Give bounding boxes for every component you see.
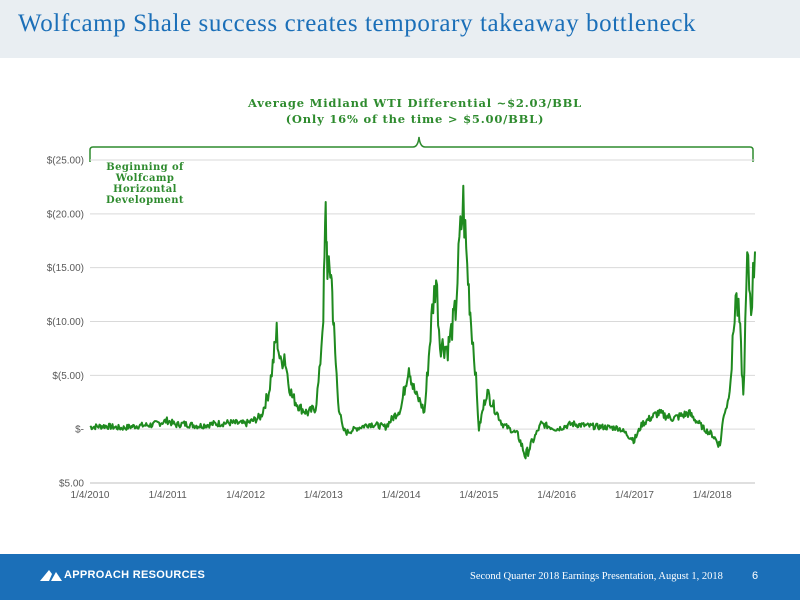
annotation-bracket <box>89 136 754 162</box>
y-tick-label: $(25.00) <box>47 156 84 167</box>
gridlines <box>90 159 755 430</box>
wolfcamp-marker-line: Development <box>106 195 184 206</box>
x-tick-label: 1/4/2016 <box>537 490 576 501</box>
wolfcamp-marker-line: Horizontal <box>113 184 177 195</box>
footer-bar <box>0 554 800 600</box>
x-tick-label: 1/4/2017 <box>615 490 654 501</box>
x-tick-label: 1/4/2013 <box>304 490 343 501</box>
x-tick-label: 1/4/2015 <box>459 490 498 501</box>
x-axis-ticks: 1/4/2010 1/4/2011 1/4/2012 1/4/2013 1/4/2014… <box>71 490 733 501</box>
y-tick-label: $- <box>75 425 84 436</box>
time-share-annotation: (Only 16% of the time > $5.00/BBL) <box>285 112 545 126</box>
y-tick-label: $5.00 <box>59 479 84 490</box>
presentation-caption: Second Quarter 2018 Earnings Presentatio… <box>470 571 723 582</box>
wolfcamp-marker-label: Beginning of Wolfcamp Horizontal Develop… <box>100 162 190 206</box>
page-number: 6 <box>752 570 759 582</box>
wolfcamp-marker-line: Beginning of <box>106 162 184 173</box>
y-tick-label: $(20.00) <box>47 209 84 220</box>
company-name: APPROACH RESOURCES <box>64 569 206 581</box>
title-band <box>0 0 800 58</box>
x-tick-label: 1/4/2010 <box>71 490 110 501</box>
wolfcamp-marker-line: Wolfcamp <box>115 173 175 184</box>
differential-line-chart: $(25.00) $(20.00) $(15.00) $(10.00) $(5.00) $… <box>47 136 756 501</box>
midland-wti-differential-line <box>89 184 756 460</box>
slide-title: Wolfcamp Shale success creates temporary… <box>18 10 697 37</box>
approach-logo-icon <box>40 570 62 581</box>
y-tick-label: $(10.00) <box>47 317 84 328</box>
y-tick-label: $(5.00) <box>52 371 84 382</box>
x-tick-label: 1/4/2014 <box>382 490 421 501</box>
y-tick-label: $(15.00) <box>47 263 84 274</box>
x-tick-label: 1/4/2011 <box>149 490 188 501</box>
y-axis-ticks: $(25.00) $(20.00) $(15.00) $(10.00) $(5.00) $… <box>47 156 85 490</box>
x-tick-label: 1/4/2018 <box>693 490 732 501</box>
x-tick-label: 1/4/2012 <box>226 490 265 501</box>
average-differential-annotation: Average Midland WTI Differential ~$2.03/… <box>247 96 583 110</box>
